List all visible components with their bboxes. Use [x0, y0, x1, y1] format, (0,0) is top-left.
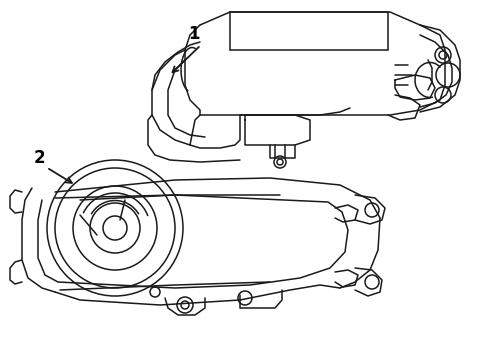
Text: 2: 2	[33, 149, 45, 167]
Text: 1: 1	[188, 25, 199, 43]
